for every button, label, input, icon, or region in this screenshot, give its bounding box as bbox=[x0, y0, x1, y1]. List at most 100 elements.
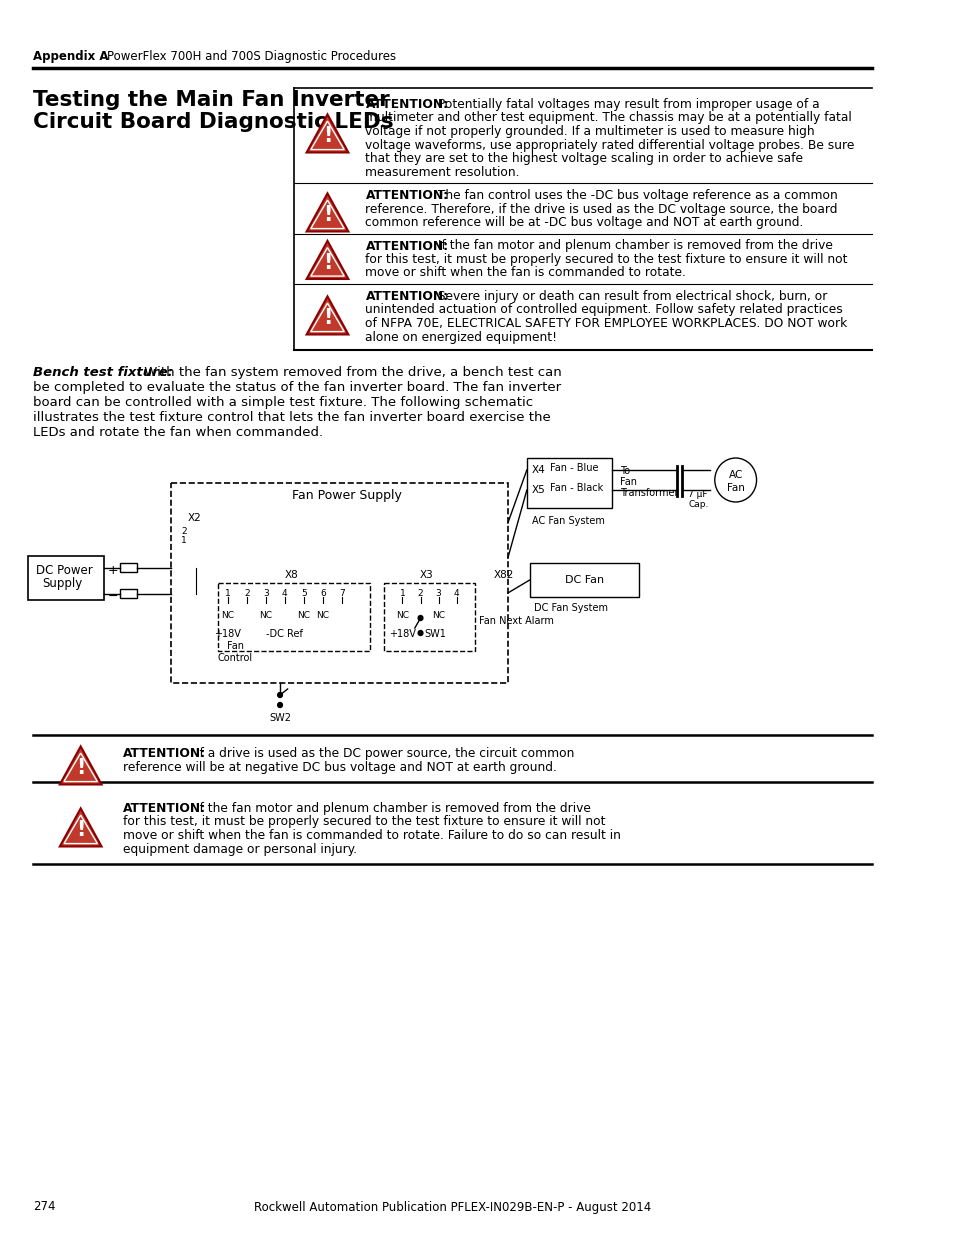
Text: move or shift when the fan is commanded to rotate. Failure to do so can result i: move or shift when the fan is commanded … bbox=[123, 829, 620, 842]
Text: +18V: +18V bbox=[389, 629, 416, 638]
Text: that they are set to the highest voltage scaling in order to achieve safe: that they are set to the highest voltage… bbox=[365, 152, 802, 165]
Text: If the fan motor and plenum chamber is removed from the drive: If the fan motor and plenum chamber is r… bbox=[192, 802, 590, 815]
Text: +18V: +18V bbox=[214, 629, 241, 638]
Text: !: ! bbox=[322, 253, 332, 273]
Text: DC Fan System: DC Fan System bbox=[534, 603, 608, 613]
Text: Bench test fixture:: Bench test fixture: bbox=[33, 366, 172, 379]
Text: NC: NC bbox=[432, 611, 445, 620]
Polygon shape bbox=[60, 746, 101, 784]
Circle shape bbox=[417, 615, 422, 620]
Text: 7: 7 bbox=[338, 589, 344, 598]
Text: for this test, it must be properly secured to the test fixture to ensure it will: for this test, it must be properly secur… bbox=[123, 815, 605, 829]
Circle shape bbox=[417, 631, 422, 636]
Text: 2: 2 bbox=[244, 589, 250, 598]
Text: To: To bbox=[619, 466, 629, 475]
Text: With the fan system removed from the drive, a bench test can: With the fan system removed from the dri… bbox=[139, 366, 560, 379]
Text: SW1: SW1 bbox=[424, 629, 446, 638]
Text: NC: NC bbox=[395, 611, 409, 620]
Text: 5: 5 bbox=[300, 589, 306, 598]
Text: DC Fan: DC Fan bbox=[564, 576, 603, 585]
Text: be completed to evaluate the status of the fan inverter board. The fan inverter: be completed to evaluate the status of t… bbox=[33, 382, 560, 394]
Bar bbox=[384, 583, 475, 651]
Text: alone on energized equipment!: alone on energized equipment! bbox=[365, 331, 557, 343]
Bar bbox=[529, 563, 639, 597]
Bar bbox=[119, 563, 136, 572]
Text: reference. Therefore, if the drive is used as the DC voltage source, the board: reference. Therefore, if the drive is us… bbox=[365, 203, 837, 215]
Text: !: ! bbox=[322, 205, 332, 226]
Text: The fan control uses the -DC bus voltage reference as a common: The fan control uses the -DC bus voltage… bbox=[434, 189, 837, 203]
Text: 7 µF: 7 µF bbox=[687, 490, 707, 499]
Text: equipment damage or personal injury.: equipment damage or personal injury. bbox=[123, 842, 357, 856]
Polygon shape bbox=[306, 296, 348, 335]
Text: Control: Control bbox=[217, 653, 253, 663]
Text: X4: X4 bbox=[531, 466, 545, 475]
Text: for this test, it must be properly secured to the test fixture to ensure it will: for this test, it must be properly secur… bbox=[365, 253, 847, 266]
Text: 1: 1 bbox=[225, 589, 231, 598]
Circle shape bbox=[277, 703, 282, 708]
Text: 1: 1 bbox=[399, 589, 405, 598]
Text: AC: AC bbox=[728, 471, 742, 480]
Bar bbox=[218, 583, 370, 651]
Text: ATTENTION:: ATTENTION: bbox=[123, 747, 206, 760]
Text: Fan: Fan bbox=[619, 477, 637, 487]
Bar bbox=[526, 458, 612, 508]
Text: Circuit Board Diagnostic LEDs: Circuit Board Diagnostic LEDs bbox=[33, 112, 394, 132]
Text: unintended actuation of controlled equipment. Follow safety related practices: unintended actuation of controlled equip… bbox=[365, 304, 842, 316]
Text: !: ! bbox=[76, 758, 85, 778]
Polygon shape bbox=[306, 241, 348, 279]
Text: X8: X8 bbox=[285, 571, 298, 580]
Text: DC Power: DC Power bbox=[36, 564, 92, 577]
Text: board can be controlled with a simple test fixture. The following schematic: board can be controlled with a simple te… bbox=[33, 396, 533, 409]
Text: 2: 2 bbox=[417, 589, 423, 598]
Text: X2: X2 bbox=[188, 513, 201, 522]
Text: voltage waveforms, use appropriately rated differential voltage probes. Be sure: voltage waveforms, use appropriately rat… bbox=[365, 138, 854, 152]
Text: Testing the Main Fan Inverter: Testing the Main Fan Inverter bbox=[33, 90, 390, 110]
Text: !: ! bbox=[322, 126, 332, 147]
Text: Severe injury or death can result from electrical shock, burn, or: Severe injury or death can result from e… bbox=[434, 290, 826, 303]
Text: !: ! bbox=[76, 820, 85, 841]
Text: 4: 4 bbox=[454, 589, 459, 598]
Text: ATTENTION:: ATTENTION: bbox=[365, 240, 448, 252]
Text: PowerFlex 700H and 700S Diagnostic Procedures: PowerFlex 700H and 700S Diagnostic Proce… bbox=[92, 49, 395, 63]
Text: ATTENTION:: ATTENTION: bbox=[365, 189, 448, 203]
Text: 4: 4 bbox=[282, 589, 287, 598]
Text: Potentially fatal voltages may result from improper usage of a: Potentially fatal voltages may result fr… bbox=[434, 98, 819, 111]
Polygon shape bbox=[60, 809, 101, 846]
Text: -DC Ref: -DC Ref bbox=[266, 629, 303, 638]
Text: −: − bbox=[107, 590, 117, 603]
Text: of NFPA 70E, ELECTRICAL SAFETY FOR EMPLOYEE WORKPLACES. DO NOT work: of NFPA 70E, ELECTRICAL SAFETY FOR EMPLO… bbox=[365, 317, 847, 330]
Text: Rockwell Automation Publication PFLEX-IN029B-EN-P - August 2014: Rockwell Automation Publication PFLEX-IN… bbox=[253, 1200, 651, 1214]
Text: move or shift when the fan is commanded to rotate.: move or shift when the fan is commanded … bbox=[365, 267, 685, 279]
Text: !: ! bbox=[322, 309, 332, 329]
Text: LEDs and rotate the fan when commanded.: LEDs and rotate the fan when commanded. bbox=[33, 426, 323, 438]
Bar bbox=[29, 556, 104, 600]
Text: voltage if not properly grounded. If a multimeter is used to measure high: voltage if not properly grounded. If a m… bbox=[365, 125, 814, 138]
Bar bbox=[119, 589, 136, 598]
Text: 274: 274 bbox=[33, 1200, 55, 1214]
Text: NC: NC bbox=[315, 611, 329, 620]
Text: AC Fan System: AC Fan System bbox=[531, 516, 604, 526]
Text: multimeter and other test equipment. The chassis may be at a potentially fatal: multimeter and other test equipment. The… bbox=[365, 111, 851, 125]
Text: 3: 3 bbox=[263, 589, 269, 598]
Text: Fan - Black: Fan - Black bbox=[549, 483, 602, 493]
Text: Fan - Blue: Fan - Blue bbox=[549, 463, 598, 473]
Text: ATTENTION:: ATTENTION: bbox=[123, 802, 206, 815]
Text: ATTENTION:: ATTENTION: bbox=[365, 98, 448, 111]
Text: If the fan motor and plenum chamber is removed from the drive: If the fan motor and plenum chamber is r… bbox=[434, 240, 832, 252]
Text: Fan Power Supply: Fan Power Supply bbox=[292, 489, 401, 501]
Text: 3: 3 bbox=[436, 589, 441, 598]
Text: Fan: Fan bbox=[726, 483, 744, 493]
Polygon shape bbox=[306, 194, 348, 231]
Text: 2: 2 bbox=[181, 527, 187, 536]
Text: illustrates the test fixture control that lets the fan inverter board exercise t: illustrates the test fixture control tha… bbox=[33, 411, 551, 424]
Text: +: + bbox=[107, 564, 118, 577]
Text: Appendix A: Appendix A bbox=[33, 49, 109, 63]
Text: measurement resolution.: measurement resolution. bbox=[365, 165, 519, 179]
Text: 6: 6 bbox=[319, 589, 325, 598]
Text: NC: NC bbox=[259, 611, 272, 620]
Text: X82: X82 bbox=[493, 571, 514, 580]
Text: reference will be at negative DC bus voltage and NOT at earth ground.: reference will be at negative DC bus vol… bbox=[123, 761, 557, 773]
Text: ATTENTION:: ATTENTION: bbox=[365, 290, 448, 303]
Text: Fan Next Alarm: Fan Next Alarm bbox=[478, 616, 554, 626]
Text: NC: NC bbox=[297, 611, 310, 620]
